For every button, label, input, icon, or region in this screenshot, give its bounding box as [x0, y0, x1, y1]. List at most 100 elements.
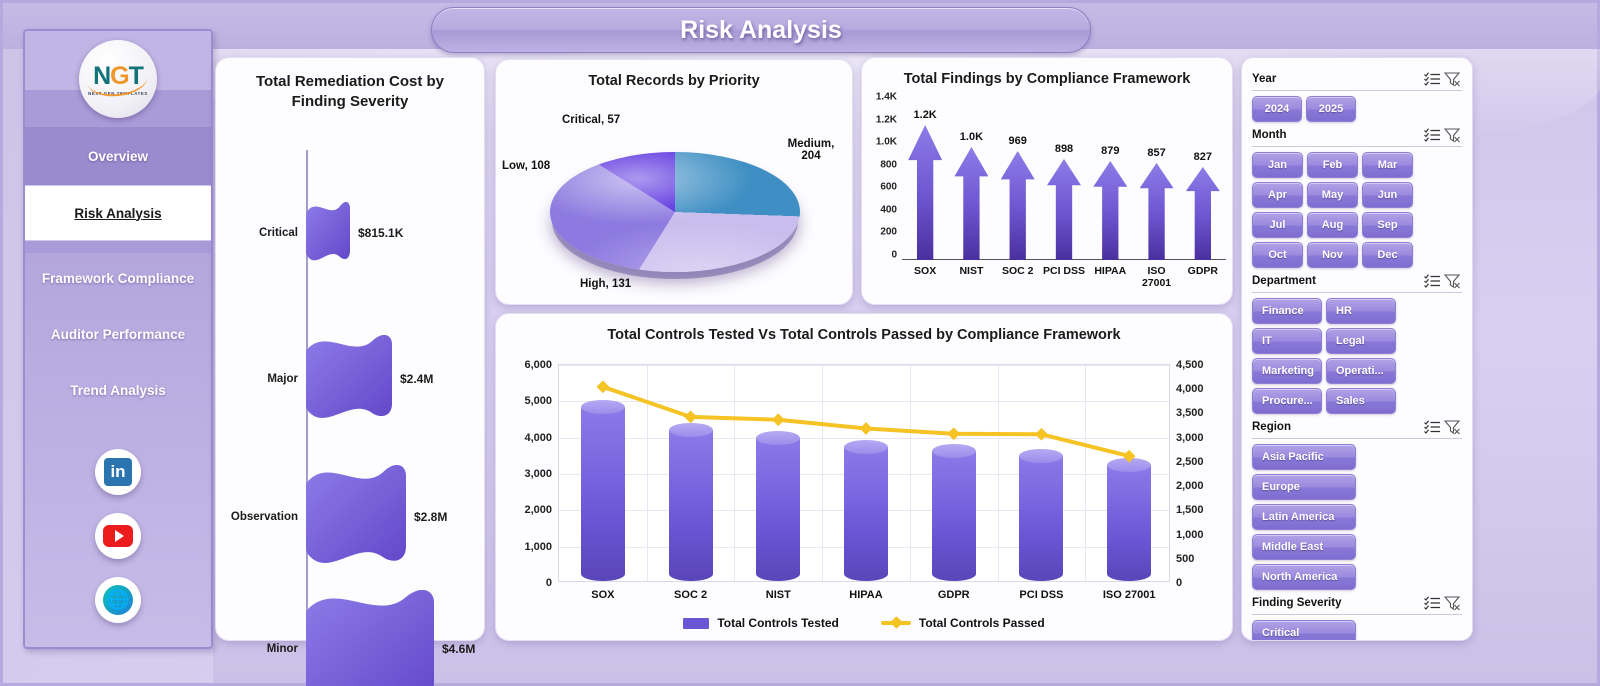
combo-cylinder-bar[interactable]: NIST [756, 431, 801, 601]
slicer-option-middle-east[interactable]: Middle East [1252, 534, 1356, 560]
combo-cylinder-bar[interactable]: SOX [580, 400, 625, 601]
combo-y2-tick: 4,000 [1176, 383, 1204, 396]
linkedin-icon: in [104, 458, 132, 486]
findings-chart-title: Total Findings by Compliance Framework [903, 71, 1191, 87]
line-marker [596, 380, 610, 394]
clear-filter-icon[interactable] [1442, 595, 1462, 611]
slicer-option-feb[interactable]: Feb [1307, 152, 1358, 178]
clear-filter-icon[interactable] [1442, 127, 1462, 143]
cylinder-top [931, 444, 976, 458]
flag-bar[interactable] [306, 201, 350, 264]
slicer-option-2024[interactable]: 2024 [1252, 96, 1302, 122]
slicer-option-sales[interactable]: Sales [1326, 388, 1396, 414]
slicer-option-aug[interactable]: Aug [1307, 212, 1358, 238]
slicer-option-oct[interactable]: Oct [1252, 242, 1303, 268]
clear-filter-icon[interactable] [1442, 273, 1462, 289]
flag-bar[interactable] [306, 334, 392, 423]
slicer-option-it[interactable]: IT [1252, 328, 1322, 354]
line-marker [859, 422, 873, 435]
combo-y-tick: 0 [545, 577, 552, 589]
multi-select-icon[interactable] [1422, 419, 1442, 435]
linkedin-link[interactable]: in [95, 449, 141, 495]
sidebar-item-overview[interactable]: Overview [25, 127, 211, 185]
findings-arrow-bar[interactable] [1185, 167, 1220, 260]
flag-row: Observation $2.8M [216, 464, 484, 569]
slicer-option-may[interactable]: May [1307, 182, 1358, 208]
findings-arrow-chart: 0 200 400 600 800 1.0K 1.2K 1.4K 1.2K SOX 1.0K NIST… [876, 92, 1226, 289]
slicer-option-finance[interactable]: Finance [1252, 298, 1322, 324]
clear-filter-icon[interactable] [1442, 71, 1462, 87]
combo-category-label: PCI DSS [1019, 589, 1064, 601]
records-by-priority-card: Total Records by Priority Critical, 57 M… [495, 59, 853, 305]
findings-arrow-bar[interactable] [1047, 159, 1081, 260]
legend-item-passed[interactable]: Total Controls Passed [880, 616, 1045, 630]
findings-column: 969 SOC 2 [1000, 135, 1035, 277]
combo-category-label: ISO 27001 [1102, 589, 1156, 601]
slicer-option-marketing[interactable]: Marketing [1252, 358, 1322, 384]
clear-filter-icon[interactable] [1442, 419, 1462, 435]
slicer-option-critical[interactable]: Critical [1252, 620, 1356, 640]
ngt-logo: NGT NEXT GEN TEMPLATES [79, 40, 157, 118]
slicer-option-jun[interactable]: Jun [1362, 182, 1413, 208]
sidebar-nav: Overview Risk Analysis Framework Complia… [25, 127, 211, 418]
slicer-option-apr[interactable]: Apr [1252, 182, 1303, 208]
sidebar-item-risk-analysis[interactable]: Risk Analysis [25, 185, 211, 241]
findings-column: 879 HIPAA [1093, 145, 1128, 277]
slicer-option-mar[interactable]: Mar [1362, 152, 1413, 178]
slicer-option-operati[interactable]: Operati... [1326, 358, 1396, 384]
combo-cylinder-bar[interactable]: ISO 27001 [1103, 458, 1155, 601]
slicer-option-procure[interactable]: Procure... [1252, 388, 1322, 414]
findings-arrow-bar[interactable] [1093, 161, 1128, 260]
slicer-divider [1252, 146, 1462, 147]
slicer-option-nov[interactable]: Nov [1307, 242, 1358, 268]
slicer-option-hr[interactable]: HR [1326, 298, 1396, 324]
cylinder-body [756, 438, 801, 581]
youtube-link[interactable] [95, 513, 141, 559]
legend-item-tested[interactable]: Total Controls Tested [683, 616, 839, 630]
slicer-option-jan[interactable]: Jan [1252, 152, 1303, 178]
slicer-option-jul[interactable]: Jul [1252, 212, 1303, 238]
youtube-icon [103, 525, 133, 547]
findings-y-tick: 400 [880, 204, 897, 216]
slicer-option-2025[interactable]: 2025 [1306, 96, 1356, 122]
multi-select-icon[interactable] [1422, 71, 1442, 87]
flag-bar[interactable] [306, 464, 406, 569]
line-marker [1035, 427, 1048, 441]
slicer-option-asia-pacific[interactable]: Asia Pacific [1252, 444, 1356, 470]
findings-arrow-bar[interactable] [908, 125, 943, 260]
combo-cylinder-bar[interactable]: GDPR [931, 444, 976, 601]
findings-arrow-bar[interactable] [1139, 163, 1174, 260]
sidebar-item-trend-analysis[interactable]: Trend Analysis [25, 362, 211, 418]
combo-legend: Total Controls Tested Total Controls Pas… [496, 616, 1232, 630]
website-link[interactable]: 🌐 [95, 577, 141, 623]
multi-select-icon[interactable] [1422, 127, 1442, 143]
flag-bar[interactable] [306, 589, 434, 686]
combo-cylinder-bar[interactable]: PCI DSS [1019, 449, 1063, 601]
combo-cylinder-bar[interactable]: SOC 2 [668, 423, 713, 601]
flag-category-label: Minor [266, 643, 298, 655]
findings-category-label: HIPAA [1094, 265, 1127, 277]
slicer-option-north-america[interactable]: North America [1252, 564, 1356, 590]
slicer-option-dec[interactable]: Dec [1362, 242, 1413, 268]
slicer-option-sep[interactable]: Sep [1362, 212, 1413, 238]
combo-y-tick: 4,000 [524, 431, 552, 444]
slicer-header: Region [1252, 419, 1462, 435]
slicer-option-latin-america[interactable]: Latin America [1252, 504, 1356, 530]
cylinder-body [931, 451, 976, 581]
grid-line-vertical [822, 365, 824, 581]
slicer-option-legal[interactable]: Legal [1326, 328, 1396, 354]
combo-cylinder-bar[interactable]: HIPAA [844, 440, 888, 601]
findings-category-label: SOC 2 [1001, 265, 1034, 277]
sidebar-item-label: Risk Analysis [74, 205, 162, 221]
multi-select-icon[interactable] [1422, 273, 1442, 289]
controls-tested-vs-passed-card: Total Controls Tested Vs Total Controls … [495, 313, 1233, 641]
findings-arrow-bar[interactable] [954, 147, 989, 260]
multi-select-icon[interactable] [1422, 595, 1442, 611]
sidebar-item-framework-compliance[interactable]: Framework Compliance [25, 250, 211, 306]
sidebar-item-auditor-performance[interactable]: Auditor Performance [25, 306, 211, 362]
findings-arrow-bar[interactable] [1000, 151, 1035, 260]
combo-y2-tick: 3,000 [1176, 431, 1204, 444]
cylinder-body [844, 447, 888, 581]
slicer-option-europe[interactable]: Europe [1252, 474, 1356, 500]
findings-value-label: 879 [1101, 145, 1120, 157]
